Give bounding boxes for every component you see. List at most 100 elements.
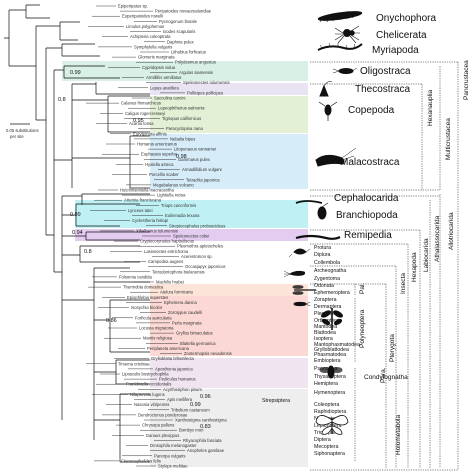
- order-label: Mantophasmatodea: [314, 342, 360, 348]
- band-oligostraca: [62, 61, 308, 81]
- tip-label: Calanus finmarchicus: [121, 101, 161, 106]
- bristletail-icon: [283, 270, 306, 278]
- tip-label: Artemia franciscana: [124, 198, 162, 203]
- superorder-labels: Pal. Polyneoptera Condylognatha Para. Ho…: [354, 283, 408, 462]
- group-label-chelicerata: Chelicerata: [376, 30, 427, 41]
- tip-label: Polydesmus angustus: [175, 60, 216, 65]
- group-label-thecostraca: Thecostraca: [355, 84, 410, 95]
- support-value: 0.98: [176, 154, 187, 160]
- earwig-icon: [293, 301, 311, 307]
- tip-label: Pollicipes pollicipes: [187, 90, 223, 95]
- tip-label: Periplaneta americana: [147, 346, 190, 351]
- tip-label: Nasonia vitripennis: [134, 402, 169, 407]
- tip-label: Lepas anatifera: [150, 85, 180, 90]
- tip-label: Zootermopsis nevadensis: [184, 351, 232, 356]
- tip-label: Bombyx mori: [179, 428, 204, 433]
- centipede-icon: [317, 42, 363, 51]
- support-value: 0.99: [190, 402, 201, 408]
- order-label: Collembola: [314, 260, 340, 266]
- tip-label: Euphausia superba: [141, 152, 178, 157]
- clade-label-pterygota: Pterygota: [389, 334, 396, 362]
- clade-label-hexanauplia: Hexanauplia: [427, 89, 434, 126]
- tip-label: Liposcelis bostrychophila: [122, 372, 169, 377]
- tip-label: Dendroctonus ponderosae: [138, 412, 188, 417]
- spider-icon: [334, 25, 360, 44]
- tip-label: Campodea augens: [148, 259, 183, 264]
- taxon-silhouettes: [283, 11, 363, 435]
- tip-label: Anopheles gambiae: [187, 448, 225, 453]
- tip-label: Ephemera danica: [164, 300, 197, 305]
- tip-label: Acerentomon sp.: [181, 254, 213, 259]
- tip-label: Thermobia domestica: [123, 285, 164, 290]
- tip-label: Sacculina carcini: [154, 96, 185, 101]
- group-labels: Onychophora Chelicerata Myriapoda Oligos…: [334, 13, 436, 241]
- order-label: Archeognatha: [314, 268, 346, 274]
- tip-label: Locusta migratoria: [139, 326, 174, 331]
- tip-label: Machilis hrabei: [156, 280, 184, 285]
- tip-label: Nilaparvata lugens: [130, 392, 165, 397]
- scale-bar: 0.05 substitutions per site: [6, 123, 39, 139]
- shrimp-icon: [315, 147, 357, 167]
- tip-label: Stylops melittae: [158, 464, 188, 469]
- group-label-cephalocarida: Cephalocarida: [334, 193, 399, 204]
- tip-label: Lightiella incisa: [157, 193, 186, 198]
- support-values: 0.99 0.8 0.95 0.98 0.99 0.94 0.8 0.86 0.…: [58, 70, 211, 430]
- clade-label-hexapoda: Hexapoda: [411, 252, 418, 282]
- tip-label: Cryptocorynetes haptodiscus: [140, 239, 194, 244]
- group-label-onychophora: Onychophora: [376, 13, 436, 24]
- order-label: Zoraptera: [314, 297, 337, 303]
- tip-label: Forficula auricularia: [135, 315, 172, 320]
- tip-label: Drosophila melanogaster: [150, 443, 197, 448]
- support-value: 0.8: [58, 97, 66, 103]
- tip-label: Tigriopus californicus: [162, 116, 201, 121]
- superorder-label: Polyneoptera: [359, 309, 366, 348]
- order-label: Diptera: [314, 437, 331, 443]
- order-label: Coleoptera: [314, 402, 339, 408]
- tip-label: Isonychia bicolor: [131, 305, 163, 310]
- tip-label: Cypridopsis vidua: [142, 65, 176, 70]
- tip-label: Epiophlebia superstes: [127, 295, 168, 300]
- clade-label-allotriocarida: Allotriocarida: [448, 212, 455, 250]
- tip-label: Pycnogonum litorale: [159, 19, 198, 24]
- scale-bar-label-units: per site: [10, 134, 24, 139]
- order-label: Mecoptera: [314, 444, 339, 450]
- band-holometabola: [150, 389, 308, 467]
- tip-label: Acyrthosiphon pisum: [163, 387, 202, 392]
- tip-label: Lepeophtheirus salmonis: [158, 106, 205, 111]
- group-label-branchiopoda: Branchiopoda: [336, 210, 398, 221]
- order-label: Odonata: [314, 283, 334, 289]
- tip-label: Paracyclopina nana: [166, 126, 203, 131]
- tip-label: Ctenocephalides felis: [121, 458, 161, 463]
- group-label-myriapoda: Myriapoda: [372, 45, 419, 56]
- tip-label: Chrysopa pallens: [142, 423, 174, 428]
- order-label: Hymenoptera: [314, 390, 345, 396]
- clade-label-labiocarida: Labiocarida: [423, 238, 430, 272]
- order-label: Mantodea: [314, 324, 337, 330]
- tip-label: Tetraclita japonica: [186, 177, 220, 182]
- tip-label: Hutchinsoniella macracantha: [120, 188, 174, 193]
- tip-label: Lasionectes entrichoma: [144, 249, 189, 254]
- group-label-copepoda: Copepoda: [348, 105, 395, 116]
- tip-label: Occasjapyx japonicus: [185, 264, 226, 269]
- tip-label: Perla marginata: [172, 320, 202, 325]
- mantis-icon: [321, 308, 343, 330]
- order-label: Raphidioptera: [314, 409, 346, 415]
- tip-label: Rhyacophila fasciata: [183, 438, 222, 443]
- tip-label: Hyalella azteca: [145, 162, 174, 167]
- order-label: Phasmatodea: [314, 352, 346, 358]
- water-flea-icon: [317, 202, 329, 220]
- tip-label: Achipteria coleoptrata: [130, 34, 171, 39]
- order-label: Siphonaptera: [314, 451, 345, 457]
- tip-label: Armadillidium vulgare: [182, 167, 223, 172]
- tip-label: Epiperipatus sp.: [118, 4, 148, 9]
- order-label: Ephemeroptera: [314, 290, 350, 296]
- tip-labels: Epiperipatus sp. Peripatoides novaezealan…: [118, 4, 232, 469]
- superorder-label: Holometabola: [395, 415, 402, 455]
- support-value: 0.94: [72, 230, 83, 236]
- dragonfly-icon: [292, 285, 316, 295]
- remipede-icon: [295, 234, 341, 240]
- barnacle-icon: [319, 81, 333, 97]
- tip-label: Nebalia bipes: [170, 136, 195, 141]
- tip-label: Litopenaeus vannamei: [174, 147, 216, 152]
- tip-label: Gryllus bimaculatus: [176, 331, 213, 336]
